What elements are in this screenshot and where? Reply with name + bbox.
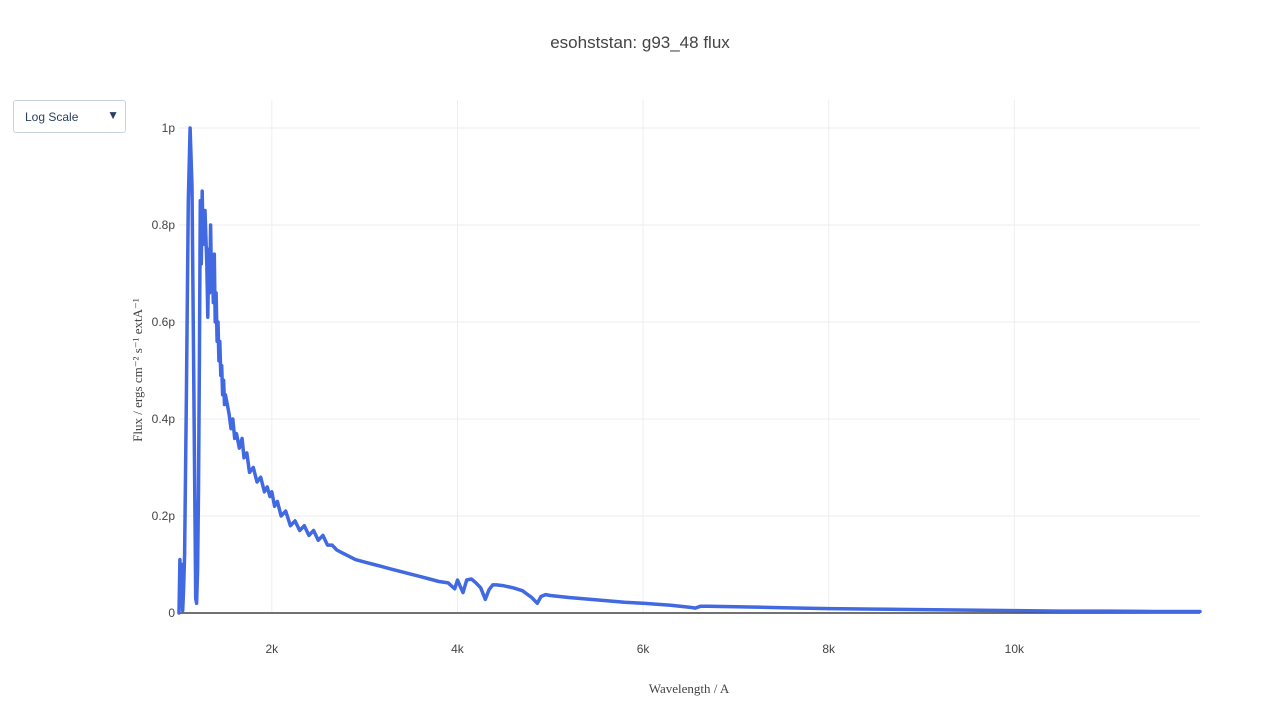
y-tick-label: 1p xyxy=(162,121,176,135)
x-tick-label: 10k xyxy=(1005,642,1025,656)
x-tick-label: 4k xyxy=(451,642,465,656)
log-scale-dropdown-label: Log Scale xyxy=(25,110,79,124)
log-scale-dropdown[interactable]: Log Scale ▼ xyxy=(13,100,126,133)
flux-series-line xyxy=(177,126,1202,615)
y-tick-label: 0.4p xyxy=(152,412,176,426)
x-tick-label: 2k xyxy=(265,642,279,656)
tick-labels: 2k 4k 6k 8k 10k 0 0.2p 0.4p 0.6p 0.8p 1p xyxy=(152,121,1025,656)
x-tick-label: 8k xyxy=(822,642,836,656)
y-tick-label: 0.2p xyxy=(152,509,176,523)
grid-lines xyxy=(179,100,1200,613)
y-tick-label: 0 xyxy=(168,606,175,620)
triangle-down-icon: ▼ xyxy=(107,108,119,122)
x-tick-label: 6k xyxy=(637,642,651,656)
y-tick-label: 0.8p xyxy=(152,218,176,232)
y-tick-label: 0.6p xyxy=(152,315,176,329)
x-axis-title: Wavelength / A xyxy=(649,681,730,696)
chart-title: esohststan: g93_48 flux xyxy=(550,33,730,52)
y-axis-title: Flux / ergs cm⁻² s⁻¹ extA⁻¹ xyxy=(130,298,145,442)
